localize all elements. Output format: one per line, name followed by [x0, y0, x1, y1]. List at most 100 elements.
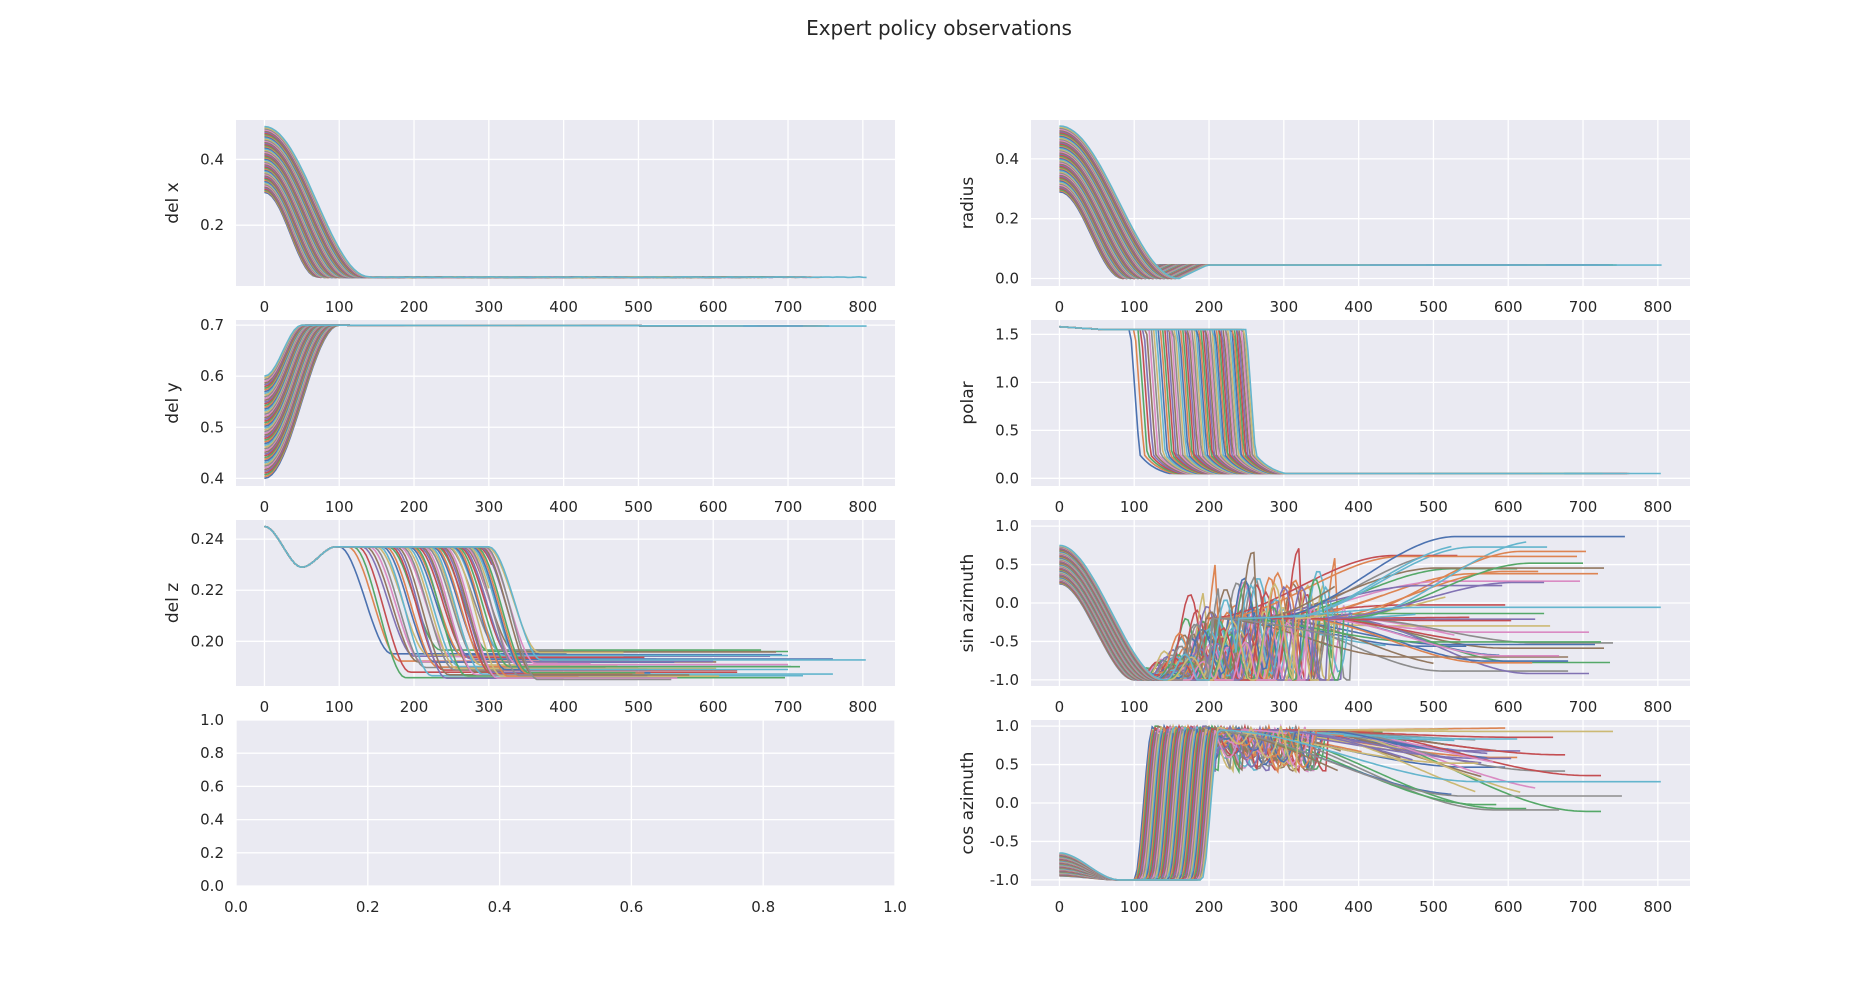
y-tick-label: 1.0: [995, 517, 1019, 535]
y-tick-label: 1.5: [995, 325, 1019, 343]
y-tick-label: 0.4: [995, 150, 1019, 168]
panel-del-y: 0 100 200 300 400 500 600 700 800 0.4 0.5 0.6 0.7 del…: [163, 316, 895, 516]
x-tick-label: 800: [1644, 298, 1673, 316]
x-tick-label: 0: [1055, 298, 1065, 316]
x-tick-label: 100: [1120, 898, 1149, 916]
x-tick-label: 700: [774, 698, 803, 716]
x-tick-label: 0.0: [224, 898, 248, 916]
x-tick-label: 0: [260, 498, 270, 516]
x-tick-label: 600: [699, 698, 728, 716]
x-tick-label: 300: [1270, 298, 1299, 316]
y-tick-label: 0.0: [200, 877, 224, 895]
y-tick-label: 0.2: [995, 210, 1019, 228]
x-tick-label: 400: [1344, 898, 1373, 916]
panel-radius: 0 100 200 300 400 500 600 700 800 0.0 0.2 0.4 radius: [958, 120, 1690, 316]
series-group-polar: [1059, 325, 1661, 475]
y-axis-label: del y: [163, 382, 183, 423]
x-tick-label: 500: [624, 698, 653, 716]
y-tick-label: 0.5: [200, 418, 224, 436]
y-axis-label: del x: [163, 182, 183, 223]
x-tick-label: 500: [624, 498, 653, 516]
y-tick-label: -0.5: [990, 832, 1019, 850]
x-tick-label: 300: [1270, 698, 1299, 716]
series-line: [264, 324, 867, 377]
x-tick-label: 300: [475, 498, 504, 516]
x-tick-label: 400: [549, 298, 578, 316]
y-tick-label: 0.5: [995, 756, 1019, 774]
x-tick-label: 600: [1494, 298, 1523, 316]
x-tick-label: 500: [1419, 698, 1448, 716]
y-tick-label: 0.0: [995, 594, 1019, 612]
panel-del-z: 0 100 200 300 400 500 600 700 800 0.20 0.22 0.24 del…: [163, 520, 895, 716]
y-tick-label: 1.0: [995, 373, 1019, 391]
series-group-radius: [1059, 125, 1662, 280]
x-tick-label: 0.6: [619, 898, 643, 916]
x-tick-label: 0: [1055, 698, 1065, 716]
x-tick-label: 600: [1494, 898, 1523, 916]
y-tick-label: 0.0: [995, 794, 1019, 812]
series-line: [264, 125, 867, 279]
y-tick-label: 0.4: [200, 811, 224, 829]
x-tick-label: 400: [549, 698, 578, 716]
x-tick-label: 800: [1644, 498, 1673, 516]
x-tick-label: 200: [1195, 698, 1224, 716]
y-tick-label: 0.24: [191, 530, 224, 548]
x-tick-label: 200: [1195, 898, 1224, 916]
y-tick-label: 0.2: [200, 844, 224, 862]
x-tick-label: 200: [400, 698, 429, 716]
series-line: [1059, 325, 1661, 475]
x-tick-label: 300: [475, 298, 504, 316]
plot-area-empty: [236, 720, 895, 886]
x-tick-label: 0: [260, 698, 270, 716]
x-tick-label: 100: [325, 298, 354, 316]
y-tick-label: -1.0: [990, 871, 1019, 889]
x-tick-label: 0.4: [488, 898, 512, 916]
plot-area-polar: [1031, 320, 1690, 486]
y-axis-label: sin azimuth: [958, 554, 978, 653]
x-tick-label: 200: [1195, 298, 1224, 316]
x-tick-label: 700: [774, 498, 803, 516]
x-tick-label: 800: [849, 298, 878, 316]
y-tick-label: 0.8: [200, 744, 224, 762]
y-tick-label: -0.5: [990, 632, 1019, 650]
y-tick-label: -1.0: [990, 671, 1019, 689]
series-group-del-z: [264, 525, 866, 681]
series-group-cos-azimuth: [1059, 723, 1661, 881]
series-line: [264, 525, 866, 661]
x-tick-label: 600: [699, 498, 728, 516]
y-tick-label: 0.5: [995, 556, 1019, 574]
y-tick-label: 0.4: [200, 469, 224, 487]
x-tick-label: 800: [849, 498, 878, 516]
y-tick-label: 0.0: [995, 270, 1019, 288]
x-tick-label: 700: [1569, 498, 1598, 516]
x-tick-label: 300: [475, 698, 504, 716]
x-tick-label: 700: [1569, 298, 1598, 316]
x-tick-label: 100: [1120, 698, 1149, 716]
y-axis-label: radius: [958, 177, 978, 230]
x-tick-label: 100: [325, 498, 354, 516]
x-tick-label: 700: [1569, 698, 1598, 716]
series-group-del-y: [264, 324, 867, 480]
series-line: [1059, 544, 1661, 681]
y-tick-label: 0.5: [995, 421, 1019, 439]
y-tick-label: 0.0: [995, 469, 1019, 487]
x-tick-label: 0.2: [356, 898, 380, 916]
x-tick-label: 200: [400, 498, 429, 516]
x-tick-label: 500: [1419, 898, 1448, 916]
x-tick-label: 400: [549, 498, 578, 516]
x-tick-label: 100: [325, 698, 354, 716]
y-tick-label: 1.0: [995, 717, 1019, 735]
panel-sin-azimuth: 0 100 200 300 400 500 600 700 800 -1.0 -0.5 0.0 0.5 1…: [958, 517, 1690, 716]
x-tick-label: 700: [1569, 898, 1598, 916]
series-line: [1059, 729, 1661, 881]
x-tick-label: 500: [1419, 298, 1448, 316]
y-axis-label: cos azimuth: [958, 752, 978, 855]
x-tick-label: 1.0: [883, 898, 907, 916]
x-tick-label: 700: [774, 298, 803, 316]
y-tick-label: 1.0: [200, 711, 224, 729]
y-axis-label: polar: [958, 381, 978, 424]
x-tick-label: 300: [1270, 898, 1299, 916]
x-tick-label: 600: [1494, 498, 1523, 516]
x-tick-label: 400: [1344, 698, 1373, 716]
series-group-sin-azimuth: [1059, 535, 1661, 682]
